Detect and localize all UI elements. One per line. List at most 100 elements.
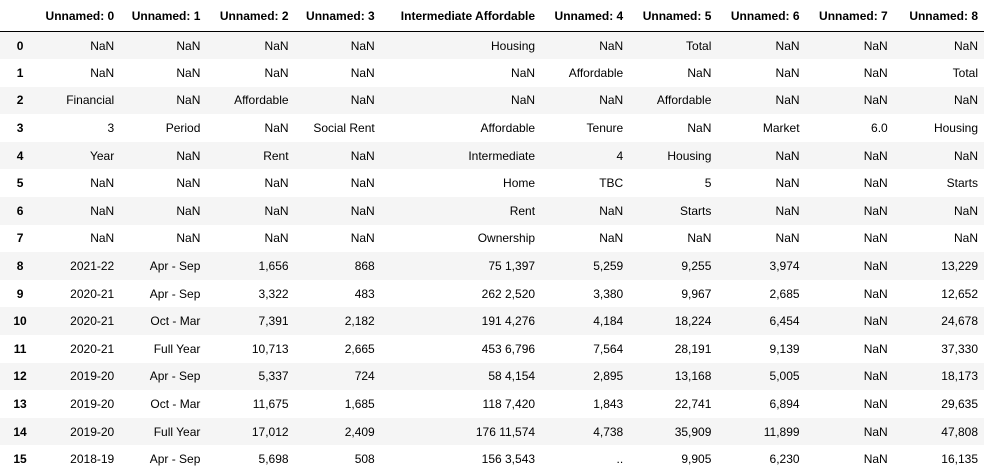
row-index: 9 xyxy=(0,280,36,308)
table-cell: NaN xyxy=(295,169,381,197)
row-index: 8 xyxy=(0,252,36,280)
table-cell: NaN xyxy=(541,32,629,60)
table-cell: NaN xyxy=(806,252,894,280)
table-cell: 29,635 xyxy=(894,390,984,418)
table-cell: NaN xyxy=(894,32,984,60)
table-cell: NaN xyxy=(717,197,805,225)
table-cell: 2,182 xyxy=(295,307,381,335)
table-cell: Market xyxy=(717,114,805,142)
table-cell: NaN xyxy=(806,307,894,335)
row-index: 1 xyxy=(0,59,36,87)
table-cell: 724 xyxy=(295,363,381,391)
table-cell: Oct - Mar xyxy=(120,307,206,335)
table-cell: NaN xyxy=(806,335,894,363)
table-cell: NaN xyxy=(806,363,894,391)
table-cell: 9,967 xyxy=(629,280,717,308)
table-cell: NaN xyxy=(295,142,381,170)
table-cell: Apr - Sep xyxy=(120,445,206,473)
table-cell: 4 xyxy=(541,142,629,170)
table-cell: 118 7,420 xyxy=(381,390,541,418)
column-header: Intermediate Affordable xyxy=(381,0,541,32)
table-cell: NaN xyxy=(295,32,381,60)
table-cell: Financial xyxy=(36,87,120,115)
table-cell: Home xyxy=(381,169,541,197)
table-cell: NaN xyxy=(806,280,894,308)
table-cell: 2020-21 xyxy=(36,280,120,308)
table-cell: NaN xyxy=(806,32,894,60)
table-cell: NaN xyxy=(629,114,717,142)
table-cell: Intermediate xyxy=(381,142,541,170)
table-cell: Affordable xyxy=(541,59,629,87)
table-cell: NaN xyxy=(206,114,294,142)
table-cell: NaN xyxy=(806,390,894,418)
table-cell: Housing xyxy=(381,32,541,60)
table-cell: Full Year xyxy=(120,418,206,446)
table-cell: NaN xyxy=(36,32,120,60)
table-cell: 5,337 xyxy=(206,363,294,391)
table-cell: 6.0 xyxy=(806,114,894,142)
index-header xyxy=(0,0,36,32)
table-cell: Rent xyxy=(206,142,294,170)
table-cell: 453 6,796 xyxy=(381,335,541,363)
table-cell: NaN xyxy=(717,142,805,170)
table-cell: 3,322 xyxy=(206,280,294,308)
table-cell: NaN xyxy=(806,59,894,87)
row-index: 10 xyxy=(0,307,36,335)
row-index: 5 xyxy=(0,169,36,197)
table-cell: 13,168 xyxy=(629,363,717,391)
table-cell: Social Rent xyxy=(295,114,381,142)
table-cell: 9,255 xyxy=(629,252,717,280)
table-cell: NaN xyxy=(206,169,294,197)
column-header: Unnamed: 5 xyxy=(629,0,717,32)
table-cell: NaN xyxy=(806,418,894,446)
table-cell: 1,843 xyxy=(541,390,629,418)
table-cell: NaN xyxy=(206,197,294,225)
table-cell: NaN xyxy=(120,59,206,87)
table-cell: NaN xyxy=(295,59,381,87)
table-cell: 75 1,397 xyxy=(381,252,541,280)
column-header: Unnamed: 7 xyxy=(806,0,894,32)
row-index: 0 xyxy=(0,32,36,60)
table-cell: 58 4,154 xyxy=(381,363,541,391)
table-cell: 5 xyxy=(629,169,717,197)
row-index: 12 xyxy=(0,363,36,391)
table-cell: Full Year xyxy=(120,335,206,363)
table-cell: 2019-20 xyxy=(36,418,120,446)
table-cell: NaN xyxy=(36,59,120,87)
column-header: Unnamed: 3 xyxy=(295,0,381,32)
table-cell: NaN xyxy=(717,225,805,253)
column-header: Unnamed: 4 xyxy=(541,0,629,32)
table-cell: 6,894 xyxy=(717,390,805,418)
table-cell: 6,230 xyxy=(717,445,805,473)
table-cell: 2019-20 xyxy=(36,390,120,418)
table-cell: 1,656 xyxy=(206,252,294,280)
table-cell: 37,330 xyxy=(894,335,984,363)
table-cell: NaN xyxy=(36,169,120,197)
table-cell: 5,698 xyxy=(206,445,294,473)
row-index: 13 xyxy=(0,390,36,418)
table-cell: NaN xyxy=(717,87,805,115)
table-cell: 18,173 xyxy=(894,363,984,391)
table-cell: Housing xyxy=(894,114,984,142)
table-cell: Tenure xyxy=(541,114,629,142)
table-cell: 10,713 xyxy=(206,335,294,363)
table-cell: Year xyxy=(36,142,120,170)
table-cell: NaN xyxy=(295,87,381,115)
table-cell: NaN xyxy=(541,225,629,253)
table-cell: Affordable xyxy=(206,87,294,115)
column-header: Unnamed: 8 xyxy=(894,0,984,32)
table-cell: 868 xyxy=(295,252,381,280)
table-cell: 47,808 xyxy=(894,418,984,446)
table-cell: NaN xyxy=(629,225,717,253)
table-cell: 2021-22 xyxy=(36,252,120,280)
row-index: 14 xyxy=(0,418,36,446)
table-cell: NaN xyxy=(629,59,717,87)
